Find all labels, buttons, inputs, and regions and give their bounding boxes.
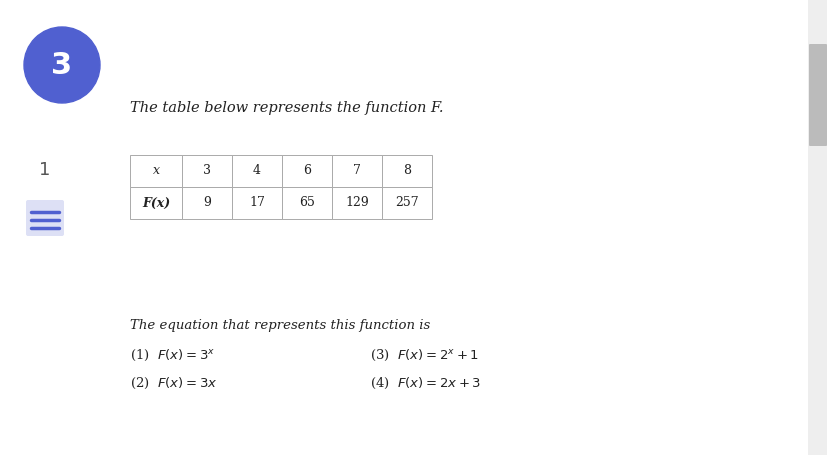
FancyBboxPatch shape: [182, 187, 232, 219]
Circle shape: [24, 27, 100, 103]
Text: 65: 65: [299, 197, 314, 209]
FancyBboxPatch shape: [232, 187, 282, 219]
Text: 7: 7: [352, 165, 361, 177]
Text: 129: 129: [345, 197, 369, 209]
FancyBboxPatch shape: [130, 155, 182, 187]
Text: 8: 8: [403, 165, 410, 177]
Text: x: x: [152, 165, 160, 177]
FancyBboxPatch shape: [381, 187, 432, 219]
Text: 6: 6: [303, 165, 311, 177]
Text: 1: 1: [39, 161, 50, 179]
Text: 257: 257: [394, 197, 418, 209]
FancyBboxPatch shape: [808, 44, 826, 146]
Text: 3: 3: [203, 165, 211, 177]
FancyBboxPatch shape: [282, 187, 332, 219]
FancyBboxPatch shape: [332, 155, 381, 187]
Text: F(x): F(x): [141, 197, 170, 209]
FancyBboxPatch shape: [130, 187, 182, 219]
Text: (4)  $F(x) = 2x + 3$: (4) $F(x) = 2x + 3$: [370, 375, 480, 390]
Text: 3: 3: [51, 51, 73, 80]
FancyBboxPatch shape: [26, 200, 64, 236]
Text: 9: 9: [203, 197, 211, 209]
Text: The table below represents the function F.: The table below represents the function …: [130, 101, 443, 115]
FancyBboxPatch shape: [232, 155, 282, 187]
Text: 4: 4: [253, 165, 261, 177]
FancyBboxPatch shape: [282, 155, 332, 187]
Text: (2)  $F(x) = 3x$: (2) $F(x) = 3x$: [130, 375, 218, 390]
Text: (1)  $F(x) = 3^x$: (1) $F(x) = 3^x$: [130, 348, 215, 363]
Text: 17: 17: [249, 197, 265, 209]
FancyBboxPatch shape: [182, 155, 232, 187]
Text: The equation that represents this function is: The equation that represents this functi…: [130, 318, 430, 332]
FancyBboxPatch shape: [332, 187, 381, 219]
Text: (3)  $F(x) = 2^x + 1$: (3) $F(x) = 2^x + 1$: [370, 348, 479, 363]
FancyBboxPatch shape: [807, 0, 827, 455]
FancyBboxPatch shape: [381, 155, 432, 187]
